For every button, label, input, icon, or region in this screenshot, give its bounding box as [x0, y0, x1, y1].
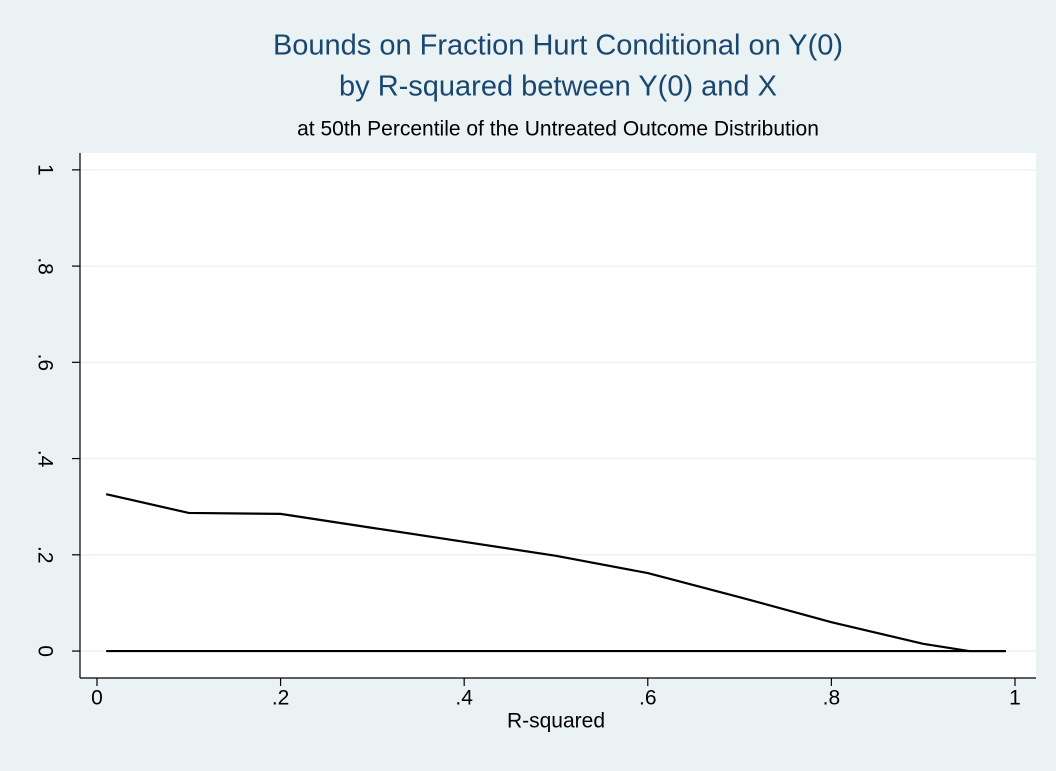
plot-area: [80, 153, 1036, 678]
x-tick-label: .2: [272, 687, 290, 710]
x-tick-label: 0: [91, 687, 103, 710]
x-tick-label: .4: [455, 687, 473, 710]
series-line: [105, 493, 1006, 653]
y-tick-label: .2: [33, 546, 56, 564]
chart-title: Bounds on Fraction Hurt Conditional on Y…: [273, 30, 843, 62]
y-tick-label: 0: [33, 645, 56, 657]
x-tick-label: .6: [639, 687, 657, 710]
x-tick-label: .8: [823, 687, 841, 710]
x-tick-label: 1: [1009, 687, 1021, 710]
y-tick-label: 1: [33, 164, 56, 176]
y-tick-label: .4: [33, 450, 56, 468]
chart-subtitle: at 50th Percentile of the Untreated Outc…: [297, 118, 819, 141]
y-tick-label: .8: [33, 257, 56, 275]
chart-title: by R-squared between Y(0) and X: [339, 71, 777, 103]
x-axis-label: R-squared: [507, 710, 605, 733]
y-tick-label: .6: [33, 354, 56, 372]
